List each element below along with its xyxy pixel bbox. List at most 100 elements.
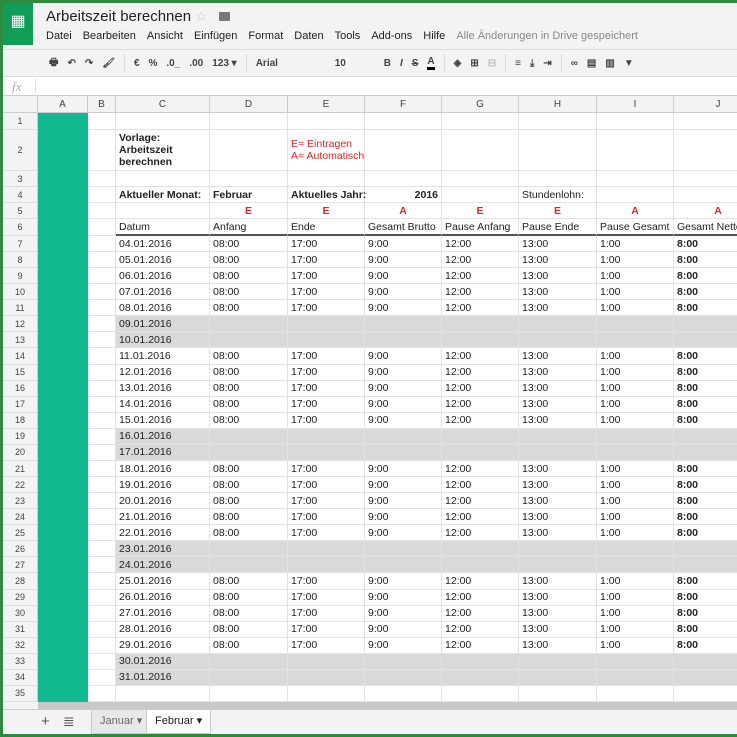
time-cell[interactable]: 12:00 [442, 589, 519, 606]
time-cell[interactable]: 13:00 [519, 493, 597, 510]
menu-daten[interactable]: Daten [294, 30, 324, 42]
time-cell[interactable]: 08:00 [210, 637, 288, 654]
cell[interactable] [674, 444, 737, 461]
cell[interactable] [442, 444, 519, 461]
italic-button[interactable]: I [399, 57, 403, 69]
cell[interactable] [88, 653, 116, 670]
time-cell[interactable]: 17:00 [288, 477, 365, 494]
time-cell[interactable]: 9:00 [365, 364, 442, 381]
date-cell[interactable]: 23.01.2016 [116, 541, 210, 558]
column-marker[interactable]: E [210, 203, 288, 219]
time-cell[interactable]: 1:00 [597, 300, 674, 317]
time-cell[interactable]: 9:00 [365, 477, 442, 494]
row-header[interactable]: 7 [3, 236, 38, 253]
cell[interactable] [38, 477, 88, 494]
cell[interactable] [210, 332, 288, 349]
menu-bearbeiten[interactable]: Bearbeiten [82, 30, 136, 42]
time-cell[interactable]: 1:00 [597, 364, 674, 381]
cell[interactable] [597, 669, 674, 686]
month-value[interactable]: Februar [210, 187, 288, 203]
borders-icon[interactable]: ⊞ [470, 57, 479, 69]
cell[interactable] [88, 525, 116, 542]
cell[interactable] [38, 573, 88, 590]
cell[interactable] [38, 380, 88, 397]
sheet-tab-0[interactable]: Januar ▾ [91, 710, 152, 734]
time-cell[interactable]: 12:00 [442, 412, 519, 429]
time-cell[interactable]: 9:00 [365, 493, 442, 510]
cell[interactable] [288, 171, 365, 187]
time-cell[interactable]: 9:00 [365, 605, 442, 622]
cell[interactable] [88, 380, 116, 397]
fill-color-icon[interactable]: ◈ [453, 57, 462, 69]
add-sheet-icon[interactable]: + [41, 713, 50, 730]
time-cell[interactable]: 12:00 [442, 236, 519, 253]
row-header[interactable]: 15 [3, 364, 38, 381]
column-header-label[interactable]: Pause Anfang [442, 219, 519, 236]
time-cell[interactable]: 9:00 [365, 573, 442, 590]
time-cell[interactable]: 8:00 [674, 348, 737, 365]
date-cell[interactable]: 24.01.2016 [116, 557, 210, 574]
cell[interactable] [674, 669, 737, 686]
column-header-label[interactable]: Pause Ende [519, 219, 597, 236]
time-cell[interactable]: 12:00 [442, 300, 519, 317]
date-cell[interactable]: 16.01.2016 [116, 428, 210, 445]
cell[interactable] [442, 171, 519, 187]
year-label[interactable]: Aktuelles Jahr: [288, 187, 366, 203]
row-header[interactable]: 34 [3, 669, 38, 686]
date-cell[interactable]: 27.01.2016 [116, 605, 210, 622]
time-cell[interactable]: 13:00 [519, 412, 597, 429]
time-cell[interactable]: 08:00 [210, 268, 288, 285]
cell[interactable] [38, 268, 88, 285]
column-marker[interactable]: E [519, 203, 597, 219]
time-cell[interactable]: 08:00 [210, 348, 288, 365]
time-cell[interactable]: 1:00 [597, 525, 674, 542]
time-cell[interactable]: 17:00 [288, 493, 365, 510]
row-header[interactable]: 3 [3, 171, 38, 187]
cell[interactable] [38, 637, 88, 654]
cell[interactable] [38, 525, 88, 542]
time-cell[interactable]: 9:00 [365, 589, 442, 606]
menu-tools[interactable]: Tools [334, 30, 361, 42]
cell[interactable] [88, 348, 116, 365]
time-cell[interactable]: 13:00 [519, 460, 597, 478]
cell[interactable] [38, 396, 88, 413]
cell[interactable] [88, 130, 116, 171]
time-cell[interactable]: 9:00 [365, 284, 442, 301]
cell[interactable] [442, 653, 519, 670]
time-cell[interactable]: 17:00 [288, 380, 365, 397]
percent-button[interactable]: % [148, 57, 158, 69]
column-header-f[interactable]: F [365, 96, 442, 113]
cell[interactable] [597, 685, 674, 703]
date-cell[interactable]: 25.01.2016 [116, 573, 210, 590]
column-header-d[interactable]: D [210, 96, 288, 113]
cell[interactable] [597, 130, 674, 171]
row-header[interactable]: 23 [3, 493, 38, 510]
cell[interactable] [88, 284, 116, 301]
time-cell[interactable]: 17:00 [288, 573, 365, 590]
date-cell[interactable]: 29.01.2016 [116, 637, 210, 654]
date-cell[interactable]: 21.01.2016 [116, 509, 210, 526]
row-header[interactable]: 33 [3, 653, 38, 670]
cell[interactable] [288, 653, 365, 670]
cell[interactable] [597, 171, 674, 187]
cell[interactable] [519, 653, 597, 670]
cell[interactable] [88, 428, 116, 445]
cell[interactable] [38, 653, 88, 670]
cell[interactable] [674, 653, 737, 670]
time-cell[interactable]: 12:00 [442, 477, 519, 494]
cell[interactable] [38, 589, 88, 606]
cell[interactable] [88, 477, 116, 494]
cell[interactable] [88, 219, 116, 236]
row-header[interactable]: 26 [3, 541, 38, 558]
time-cell[interactable]: 13:00 [519, 589, 597, 606]
star-icon[interactable]: ☆ [195, 8, 208, 24]
cell[interactable] [88, 573, 116, 590]
document-title[interactable]: Arbeitszeit berechnen [46, 8, 192, 25]
year-value[interactable]: 2016 [365, 187, 442, 203]
cell[interactable] [88, 252, 116, 269]
cell[interactable] [88, 669, 116, 686]
time-cell[interactable]: 8:00 [674, 606, 737, 622]
cell[interactable] [38, 605, 88, 622]
cell[interactable] [88, 364, 116, 381]
time-cell[interactable]: 08:00 [210, 589, 288, 606]
